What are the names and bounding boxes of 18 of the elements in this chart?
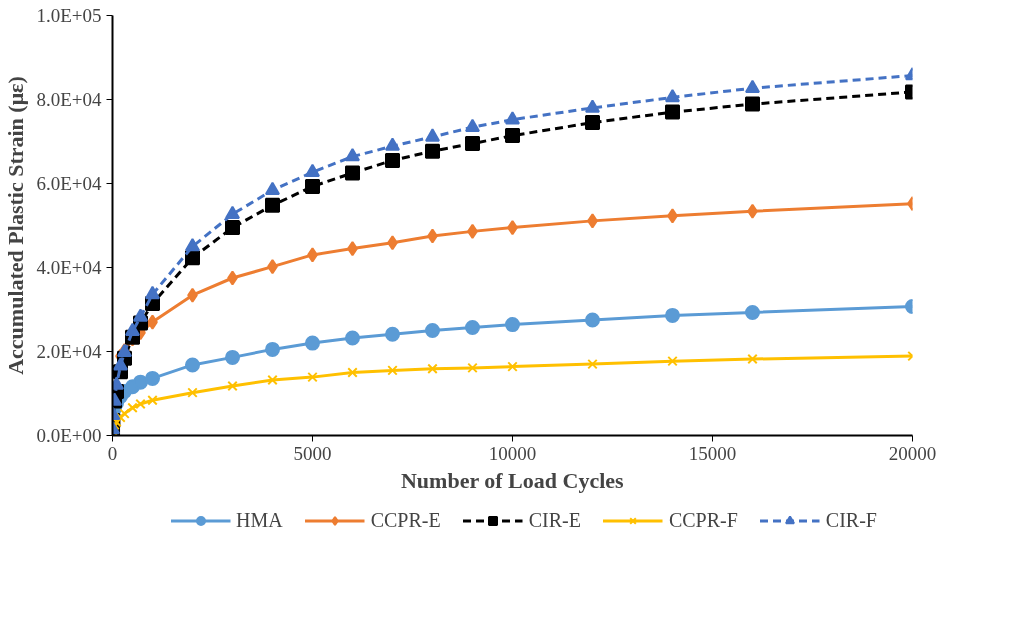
x-axis-title: Number of Load Cycles: [400, 467, 625, 493]
legend-label: HMA: [236, 508, 283, 532]
y-tick-label: 6.0E+04: [36, 173, 102, 194]
y-tick-label: 2.0E+04: [36, 341, 102, 362]
y-tick-label: 0.0E+00: [36, 425, 102, 446]
x-tick-label: 5000: [293, 442, 332, 464]
legend-label: CIR-E: [528, 508, 581, 532]
y-tick-label: 8.0E+04: [36, 89, 102, 110]
x-tick-label: 15000: [688, 442, 737, 464]
legend-label: CIR-F: [825, 508, 877, 532]
x-tick-label: 20000: [888, 442, 937, 464]
x-tick-label: 0: [107, 442, 118, 464]
y-tick-label: 1.0E+05: [36, 5, 102, 26]
x-tick-label: 10000: [488, 442, 537, 464]
y-axis-title: Accumulated Plastic Strain (με): [3, 76, 29, 375]
y-tick-label: 4.0E+04: [36, 257, 102, 278]
legend-label: CCPR-F: [668, 508, 738, 532]
legend-label: CCPR-E: [370, 508, 441, 532]
